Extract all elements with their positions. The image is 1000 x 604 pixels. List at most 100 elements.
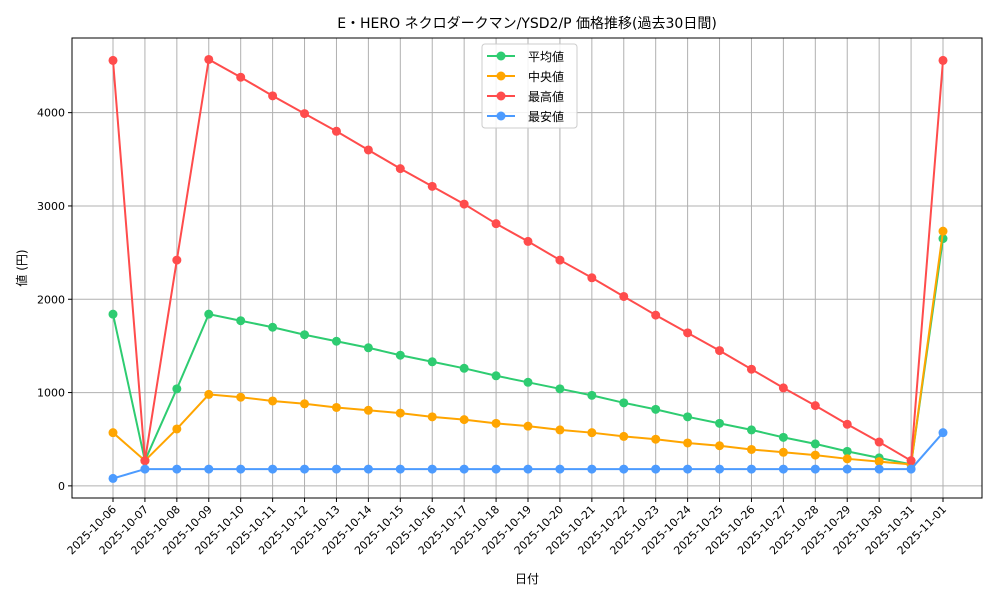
data-point <box>778 447 788 457</box>
data-point <box>810 450 820 460</box>
legend-marker <box>496 91 506 101</box>
legend-label: 最安値 <box>528 109 564 124</box>
data-point <box>331 464 341 474</box>
data-point <box>363 464 373 474</box>
data-point <box>842 419 852 429</box>
data-point <box>715 418 725 428</box>
plot-frame <box>71 37 983 499</box>
data-point <box>236 392 246 402</box>
data-point <box>140 464 150 474</box>
data-point <box>427 181 437 191</box>
data-point <box>874 457 884 467</box>
data-point <box>587 273 597 283</box>
legend-marker <box>496 71 506 81</box>
data-point <box>683 438 693 448</box>
data-point <box>619 291 629 301</box>
data-point <box>587 390 597 400</box>
data-point <box>427 357 437 367</box>
data-point <box>268 396 278 406</box>
y-tick-label: 0 <box>58 480 65 493</box>
data-point <box>108 428 118 438</box>
data-point <box>268 322 278 332</box>
data-point <box>874 437 884 447</box>
data-point <box>778 464 788 474</box>
data-point <box>395 350 405 360</box>
data-point <box>746 425 756 435</box>
data-point <box>938 428 948 438</box>
data-point <box>555 384 565 394</box>
data-point <box>300 464 310 474</box>
data-point <box>300 330 310 340</box>
data-point <box>427 412 437 422</box>
data-point <box>363 343 373 353</box>
data-point <box>555 255 565 265</box>
data-point <box>810 401 820 411</box>
data-point <box>459 199 469 209</box>
data-point <box>236 464 246 474</box>
data-point <box>683 464 693 474</box>
data-point <box>236 316 246 326</box>
data-point <box>523 421 533 431</box>
data-point <box>331 336 341 346</box>
data-point <box>778 383 788 393</box>
legend-label: 最高値 <box>528 89 564 104</box>
data-point <box>395 464 405 474</box>
data-point <box>715 464 725 474</box>
data-point <box>938 226 948 236</box>
data-point <box>619 398 629 408</box>
data-point <box>268 91 278 101</box>
data-point <box>172 255 182 265</box>
data-point <box>523 236 533 246</box>
data-point <box>619 431 629 441</box>
data-point <box>108 473 118 483</box>
data-point <box>651 310 661 320</box>
data-point <box>619 464 629 474</box>
data-point <box>204 464 214 474</box>
data-point <box>746 464 756 474</box>
data-point <box>300 399 310 409</box>
data-point <box>746 364 756 374</box>
data-point <box>874 464 884 474</box>
legend-marker <box>496 51 506 61</box>
legend-label: 中央値 <box>528 69 564 84</box>
y-tick-label: 4000 <box>37 107 65 120</box>
data-point <box>715 346 725 356</box>
data-point <box>810 464 820 474</box>
y-tick-label: 3000 <box>37 200 65 213</box>
data-point <box>172 424 182 434</box>
chart-title: E・HERO ネクロダークマン/YSD2/P 価格推移(過去30日間) <box>337 16 717 32</box>
data-point <box>331 402 341 412</box>
data-point <box>906 456 916 466</box>
data-point <box>778 432 788 442</box>
x-axis-label: 日付 <box>515 572 539 586</box>
data-point <box>331 126 341 136</box>
data-point <box>651 404 661 414</box>
legend-box <box>481 43 578 129</box>
y-tick-label: 1000 <box>37 387 65 400</box>
data-point <box>363 405 373 415</box>
data-point <box>427 464 437 474</box>
data-point <box>363 145 373 155</box>
data-point <box>523 377 533 387</box>
data-point <box>683 412 693 422</box>
data-point <box>715 441 725 451</box>
data-point <box>555 425 565 435</box>
data-point <box>746 444 756 454</box>
data-point <box>683 328 693 338</box>
data-point <box>204 54 214 64</box>
data-point <box>172 464 182 474</box>
data-point <box>459 464 469 474</box>
data-point <box>172 384 182 394</box>
y-axis-label: 値 (円) <box>14 249 29 286</box>
data-point <box>459 363 469 373</box>
data-point <box>587 428 597 438</box>
data-point <box>523 464 533 474</box>
data-point <box>555 464 565 474</box>
data-point <box>651 434 661 444</box>
data-point <box>842 454 852 464</box>
data-point <box>491 464 501 474</box>
data-point <box>651 464 661 474</box>
data-point <box>459 415 469 425</box>
